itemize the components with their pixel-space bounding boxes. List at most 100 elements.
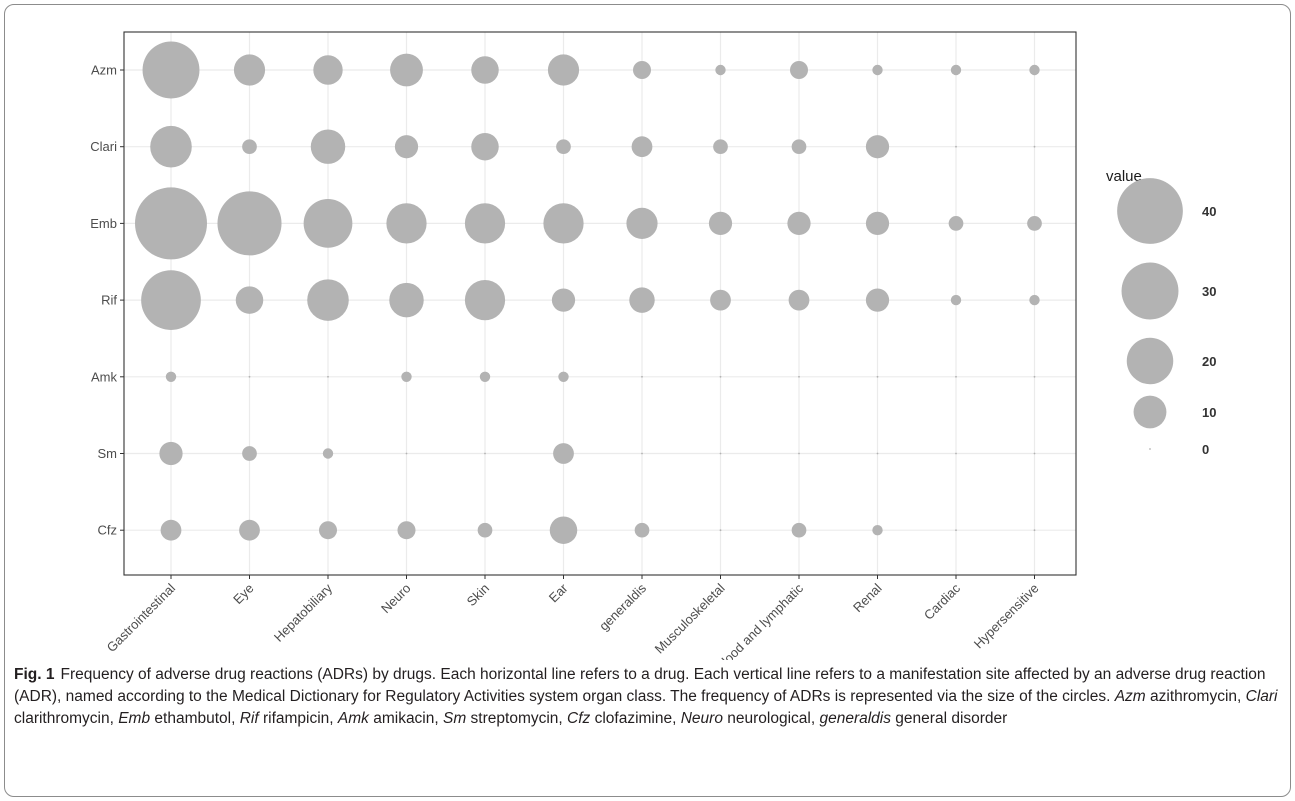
bubble-rif-cardiac <box>950 294 962 306</box>
legend-key-circle <box>1117 178 1183 244</box>
bubble-chart: Azm Clari Emb Rif Amk Sm Cfz Gastrointestinal E… <box>90 31 1216 660</box>
bubble-cfz-eye <box>239 519 260 541</box>
y-axis-ticks: Azm Clari Emb Rif Amk Sm Cfz <box>90 63 124 538</box>
bubble-sm-musculoskeletal <box>719 452 722 455</box>
x-tick-label: Cardiac <box>921 580 964 623</box>
x-tick-label: Renal <box>850 580 885 615</box>
bubble-amk-gastrointestinal <box>165 371 177 382</box>
bubble-sm-generaldis <box>641 452 643 455</box>
bubble-amk-ear <box>558 371 569 382</box>
bubble-emb-renal <box>865 211 890 236</box>
bubble-amk-skin <box>479 371 491 382</box>
bubble-clari-hepatobiliary <box>310 129 346 164</box>
bubble-cfz-musculoskeletal <box>719 529 722 532</box>
bubble-emb-neuro <box>386 203 427 244</box>
caption-text-part: general disorder <box>891 710 1008 727</box>
y-tick-label: Emb <box>90 216 117 231</box>
bubble-emb-generaldis <box>626 207 658 239</box>
bubble-rif-neuro <box>389 282 424 318</box>
bubble-rif-musculoskeletal <box>710 289 731 311</box>
caption-text-part: azithromycin, <box>1145 688 1246 705</box>
x-tick-label: Ear <box>546 580 571 605</box>
x-tick-label: Neuro <box>378 581 414 617</box>
bubble-azm-skin <box>471 56 499 84</box>
caption-text: Frequency of adverse drug reactions (ADR… <box>14 666 1278 727</box>
legend-key-label: 40 <box>1202 204 1216 219</box>
caption-text-part: rifampicin, <box>258 710 338 727</box>
bubble-azm-generaldis <box>633 61 651 79</box>
bubble-azm-neuro <box>390 53 423 87</box>
bubble-rif-renal <box>865 288 890 312</box>
bubble-rif-ear <box>551 288 576 312</box>
legend-key-label: 20 <box>1202 354 1216 369</box>
bubble-azm-cardiac <box>950 64 962 76</box>
caption-text-part: clofazimine, <box>590 710 681 727</box>
bubble-rif-hepatobiliary <box>307 279 349 321</box>
bubble-rif-generaldis <box>629 287 655 313</box>
y-tick-label: Rif <box>101 293 117 308</box>
bubble-sm-hepatobiliary <box>322 448 334 459</box>
bubble-emb-gastrointestinal <box>135 187 207 260</box>
x-tick-label: Hypersensitive <box>971 581 1042 652</box>
y-tick-label: Clari <box>90 139 117 154</box>
caption-abbreviation: Neuro <box>680 710 723 727</box>
bubble-cfz-blood-and-lymphatic <box>791 522 807 538</box>
y-tick-label: Cfz <box>98 523 118 538</box>
legend-title: value <box>1106 168 1142 185</box>
bubble-amk-eye <box>248 375 251 378</box>
bubble-amk-renal <box>876 375 879 378</box>
x-tick-label: Gastrointestinal <box>104 580 179 655</box>
caption-abbreviation: Sm <box>443 710 467 727</box>
bubble-clari-musculoskeletal <box>713 139 728 155</box>
caption-text-part: streptomycin, <box>466 710 568 727</box>
grid-lines <box>124 32 1076 575</box>
bubble-emb-ear <box>543 203 584 244</box>
bubble-sm-hypersensitive <box>1033 452 1036 455</box>
caption-abbreviation: Rif <box>239 710 259 727</box>
bubble-sm-neuro <box>405 452 408 455</box>
bubble-azm-hepatobiliary <box>313 55 343 85</box>
bubble-cfz-cardiac <box>955 529 957 532</box>
bubble-emb-hepatobiliary <box>303 199 353 248</box>
data-points <box>135 41 1042 544</box>
bubble-amk-musculoskeletal <box>719 375 722 378</box>
x-tick-label: Blood and lymphatic <box>713 580 807 660</box>
y-tick-label: Sm <box>98 446 118 461</box>
bubble-cfz-generaldis <box>634 522 650 538</box>
bubble-emb-cardiac <box>948 216 964 231</box>
bubble-cfz-skin <box>477 522 493 538</box>
bubble-clari-renal <box>865 135 890 159</box>
bubble-azm-hypersensitive <box>1029 64 1040 76</box>
bubble-amk-hypersensitive <box>1033 375 1036 378</box>
caption-abbreviation: Amk <box>337 710 369 727</box>
bubble-amk-generaldis <box>641 375 643 378</box>
caption-text-part: neurological, <box>722 710 820 727</box>
plot-panel-border <box>123 31 1077 576</box>
bubble-azm-musculoskeletal <box>715 64 726 76</box>
legend-key-label: 0 <box>1202 442 1209 457</box>
caption-label: Fig. 1 <box>14 666 55 683</box>
figure-caption: Fig. 1 Frequency of adverse drug reaction… <box>14 664 1279 730</box>
legend: value 40 30 20 10 0 <box>1106 168 1216 457</box>
y-tick-label: Amk <box>91 369 118 384</box>
bubble-amk-hepatobiliary <box>327 375 329 378</box>
caption-abbreviation: Azm <box>1114 688 1146 705</box>
bubble-amk-blood-and-lymphatic <box>798 375 800 378</box>
bubble-sm-ear <box>553 443 574 464</box>
caption-text-part: clarithromycin, <box>14 710 119 727</box>
bubble-clari-skin <box>471 132 499 161</box>
bubble-emb-skin <box>464 203 506 244</box>
caption-abbreviation: Emb <box>118 710 151 727</box>
bubble-sm-skin <box>484 452 486 455</box>
caption-abbreviation: Cfz <box>567 710 591 727</box>
bubble-cfz-hepatobiliary <box>319 521 337 540</box>
x-tick-label: generaldis <box>596 580 649 633</box>
legend-key-label: 10 <box>1202 405 1216 420</box>
bubble-sm-renal <box>876 452 879 455</box>
bubble-clari-ear <box>556 139 571 155</box>
bubble-clari-generaldis <box>631 136 653 158</box>
bubble-rif-skin <box>464 279 506 321</box>
bubble-azm-ear <box>547 54 580 86</box>
legend-key-label: 30 <box>1202 284 1216 299</box>
bubble-azm-renal <box>872 64 883 76</box>
